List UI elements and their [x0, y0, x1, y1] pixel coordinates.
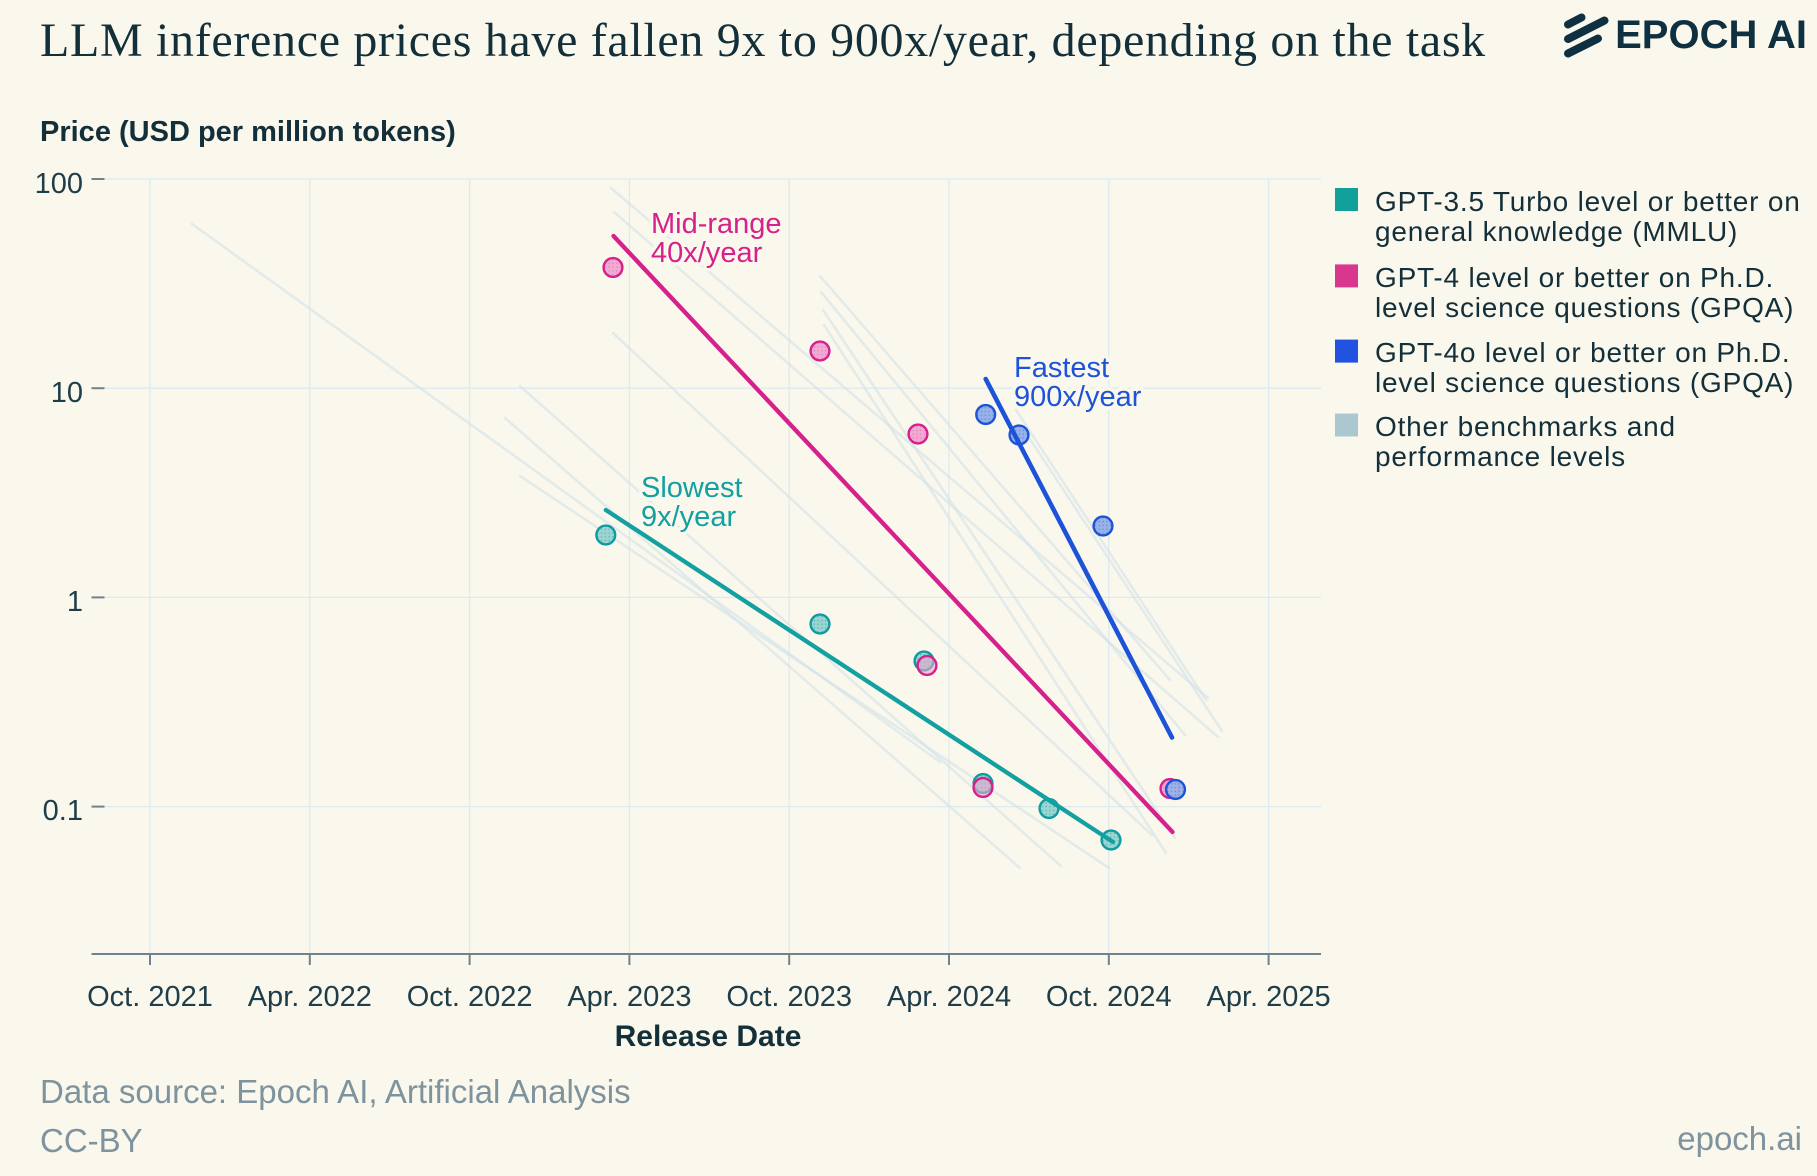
- svg-text:EPOCH AI: EPOCH AI: [1615, 13, 1807, 57]
- svg-text:GPT-4o level or better on Ph.D: GPT-4o level or better on Ph.D.: [1375, 337, 1790, 368]
- svg-text:10: 10: [51, 377, 83, 409]
- svg-text:Data source: Epoch AI, Artific: Data source: Epoch AI, Artificial Analys…: [40, 1073, 631, 1110]
- svg-text:CC-BY: CC-BY: [40, 1122, 143, 1159]
- svg-text:Fastest: Fastest: [1014, 352, 1109, 384]
- svg-text:40x/year: 40x/year: [651, 237, 763, 269]
- svg-text:100: 100: [35, 168, 83, 200]
- svg-text:performance levels: performance levels: [1375, 441, 1626, 472]
- svg-text:Oct. 2022: Oct. 2022: [407, 981, 533, 1013]
- svg-text:level science questions (GPQA): level science questions (GPQA): [1375, 292, 1794, 323]
- svg-text:Oct. 2021: Oct. 2021: [87, 981, 213, 1013]
- svg-text:GPT-4 level or better on Ph.D.: GPT-4 level or better on Ph.D.: [1375, 262, 1774, 293]
- svg-text:Apr. 2024: Apr. 2024: [887, 981, 1011, 1013]
- svg-text:LLM inference prices have fall: LLM inference prices have fallen 9x to 9…: [40, 14, 1486, 67]
- svg-text:level science questions (GPQA): level science questions (GPQA): [1375, 367, 1794, 398]
- svg-text:1: 1: [67, 586, 83, 618]
- svg-text:Oct. 2023: Oct. 2023: [726, 981, 852, 1013]
- svg-text:Price (USD per million tokens): Price (USD per million tokens): [40, 116, 456, 148]
- svg-text:Apr. 2022: Apr. 2022: [248, 981, 372, 1013]
- svg-text:Mid-range: Mid-range: [651, 208, 782, 240]
- svg-text:Oct. 2024: Oct. 2024: [1046, 981, 1172, 1013]
- svg-text:epoch.ai: epoch.ai: [1677, 1120, 1802, 1157]
- svg-text:0.1: 0.1: [43, 795, 83, 827]
- svg-text:9x/year: 9x/year: [641, 501, 736, 533]
- svg-text:Apr. 2023: Apr. 2023: [567, 981, 691, 1013]
- svg-text:Slowest: Slowest: [641, 472, 743, 504]
- svg-text:general knowledge (MMLU): general knowledge (MMLU): [1375, 216, 1738, 247]
- svg-text:Other benchmarks and: Other benchmarks and: [1375, 411, 1676, 442]
- svg-text:900x/year: 900x/year: [1014, 381, 1142, 413]
- svg-text:Release Date: Release Date: [615, 1020, 802, 1053]
- svg-text:GPT-3.5 Turbo level or better: GPT-3.5 Turbo level or better on: [1375, 186, 1801, 217]
- svg-text:Apr. 2025: Apr. 2025: [1207, 981, 1331, 1013]
